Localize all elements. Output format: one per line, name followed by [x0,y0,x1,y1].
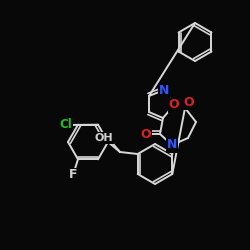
Text: O: O [169,98,179,112]
Text: O: O [141,128,151,140]
Text: N: N [167,138,177,151]
Text: OH: OH [95,133,113,143]
Text: F: F [69,168,77,181]
Text: Cl: Cl [60,118,72,132]
Text: N: N [159,84,169,96]
Text: O: O [184,96,194,108]
